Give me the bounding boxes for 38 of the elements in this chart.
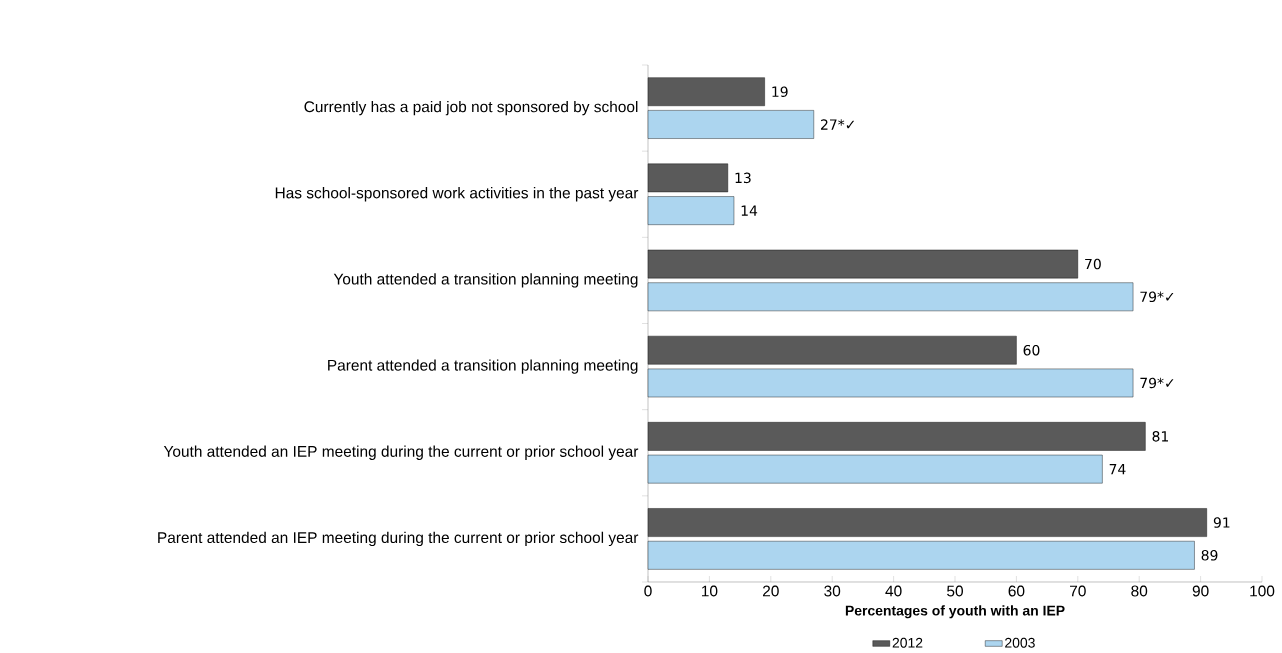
data-label: 91 [1213, 517, 1230, 528]
x-tick-label: 80 [1131, 585, 1148, 597]
data-label: 81 [1152, 431, 1169, 442]
data-label: 13 [735, 172, 751, 184]
bar [647, 282, 1134, 312]
y-tick-label: Parent attended an IEP meeting during the current or prior school year [158, 531, 639, 547]
x-tick-label: 0 [644, 585, 652, 597]
data-label: 19 [772, 86, 788, 97]
legend-label: 2012 [892, 637, 923, 648]
data-label: 70 [1085, 258, 1101, 270]
y-tick-label: Currently has a paid job not sponsored by school [304, 100, 638, 116]
data-label: 79*✓ [1140, 377, 1174, 389]
data-label: 74 [1109, 463, 1126, 475]
x-axis-title: Percentages of youth with an IEP [845, 605, 1065, 619]
x-tick-label: 50 [947, 585, 963, 597]
x-tick-label: 10 [701, 585, 718, 597]
bar [647, 368, 1134, 398]
data-label: 89 [1201, 549, 1218, 561]
data-label: 14 [741, 205, 758, 216]
y-tick-label: Youth attended a transition planning meeting [333, 273, 638, 288]
data-label: 60 [1023, 344, 1040, 356]
x-tick-label: 70 [1070, 585, 1086, 597]
y-tick-label: Has school-sponsored work activities in the past year [275, 187, 639, 202]
x-tick-label: 30 [824, 585, 841, 597]
x-tick-label: 100 [1250, 585, 1275, 597]
x-tick-label: 40 [885, 585, 902, 597]
y-tick-label: Youth attended an IEP meeting during the current or prior school year [163, 445, 639, 460]
bar [647, 110, 814, 139]
bar [647, 540, 1195, 570]
x-tick-label: 90 [1192, 585, 1209, 597]
bar [647, 196, 735, 225]
legend-label: 2003 [1005, 637, 1035, 648]
bar [647, 454, 1103, 484]
data-label: 79*✓ [1140, 291, 1174, 303]
x-tick-label: 60 [1008, 585, 1025, 597]
x-tick-label: 20 [763, 585, 779, 597]
y-tick-label: Parent attended a transition planning meeting [328, 359, 638, 374]
data-label: 27*✓ [821, 119, 855, 130]
